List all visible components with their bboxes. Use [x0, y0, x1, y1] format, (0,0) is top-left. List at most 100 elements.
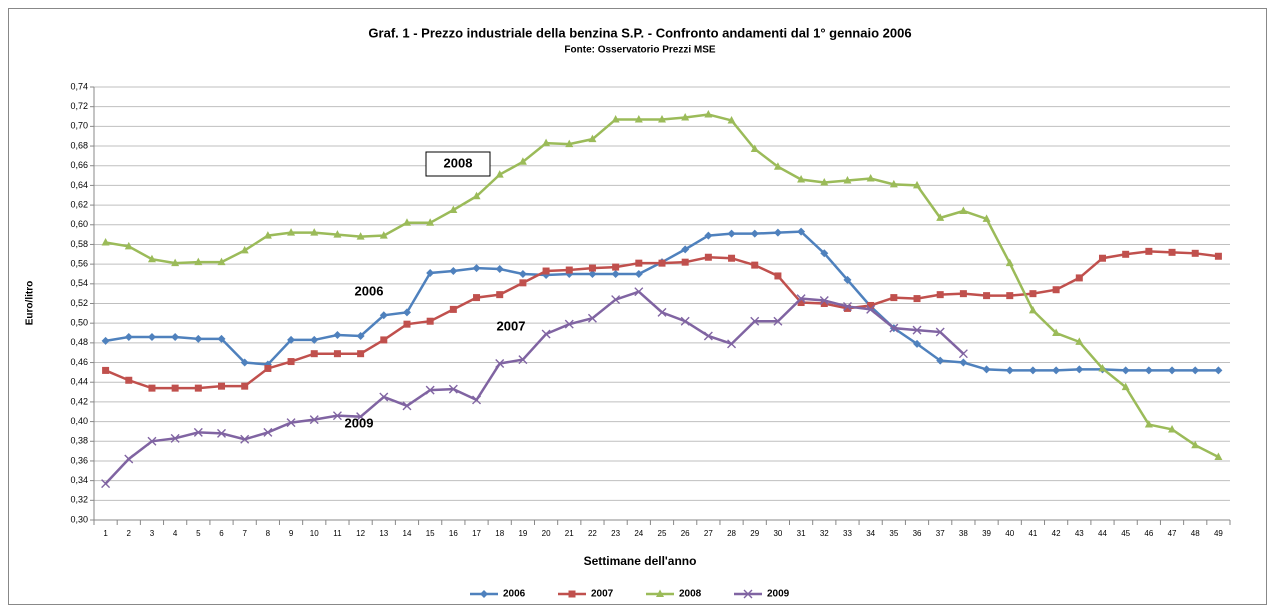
data-point: [124, 241, 133, 250]
data-point: [913, 180, 922, 189]
data-point: [611, 295, 621, 305]
data-point: [473, 294, 481, 302]
x-tick-label: 48: [1191, 529, 1200, 538]
data-point: [658, 259, 666, 267]
data-point: [1168, 366, 1177, 375]
data-point: [936, 356, 945, 365]
data-point: [959, 358, 968, 367]
annotation: 2008: [444, 155, 473, 170]
data-point: [751, 261, 759, 269]
data-point: [495, 359, 505, 369]
data-point: [426, 317, 434, 325]
y-tick-label: 0,60: [70, 219, 88, 229]
data-point: [449, 267, 458, 276]
y-tick-label: 0,48: [70, 337, 88, 347]
data-point: [565, 139, 574, 148]
data-point: [263, 427, 273, 437]
y-tick-label: 0,40: [70, 416, 88, 426]
data-point: [680, 316, 690, 326]
data-point: [703, 331, 713, 341]
data-point: [819, 296, 829, 306]
data-point: [1028, 366, 1037, 375]
x-tick-label: 24: [634, 529, 643, 538]
data-point: [727, 339, 737, 349]
y-axis-label: Euro/litro: [25, 281, 36, 325]
data-point: [101, 336, 110, 345]
data-point: [1191, 440, 1200, 449]
data-point: [194, 384, 202, 392]
data-point: [750, 144, 759, 152]
data-point: [704, 110, 713, 118]
data-point: [193, 427, 203, 437]
x-tick-label: 3: [150, 529, 155, 538]
x-tick-label: 28: [727, 529, 736, 538]
x-tick-label: 32: [820, 529, 829, 538]
x-tick-label: 27: [704, 529, 713, 538]
data-point: [1052, 286, 1060, 294]
x-tick-label: 45: [1121, 529, 1130, 538]
data-point: [1214, 366, 1223, 375]
y-tick-label: 0,56: [70, 259, 88, 269]
data-point: [147, 332, 156, 341]
y-tick-label: 0,46: [70, 357, 88, 367]
data-point: [472, 191, 481, 200]
data-point: [518, 269, 527, 278]
data-point: [332, 411, 342, 421]
data-point: [867, 301, 875, 309]
data-point: [148, 384, 156, 392]
data-point: [518, 355, 528, 365]
data-point: [171, 384, 179, 392]
data-point: [843, 175, 852, 184]
data-point: [1052, 366, 1061, 375]
x-tick-label: 7: [242, 529, 247, 538]
x-tick-label: 30: [773, 529, 782, 538]
chart-border: [8, 8, 1267, 605]
data-point: [240, 434, 250, 444]
data-point: [982, 365, 991, 374]
data-point: [612, 263, 620, 271]
data-point: [820, 177, 829, 186]
x-tick-label: 13: [379, 529, 388, 538]
data-point: [518, 157, 527, 165]
data-point: [101, 237, 110, 246]
data-point: [449, 205, 458, 214]
y-tick-label: 0,52: [70, 298, 88, 308]
x-tick-label: 14: [403, 529, 412, 538]
data-point: [1006, 292, 1014, 300]
y-tick-label: 0,64: [70, 180, 88, 190]
legend-marker: [480, 590, 488, 598]
data-point: [472, 264, 481, 273]
data-point: [1005, 258, 1014, 267]
data-point: [912, 325, 922, 335]
y-tick-label: 0,50: [70, 318, 88, 328]
legend-label: 2009: [767, 589, 790, 600]
data-point: [101, 479, 111, 489]
data-point: [380, 336, 388, 344]
y-tick-label: 0,38: [70, 436, 88, 446]
y-tick-label: 0,62: [70, 199, 88, 209]
data-point: [170, 433, 180, 443]
legend-label: 2008: [679, 589, 702, 600]
data-point: [750, 229, 759, 238]
x-tick-label: 38: [959, 529, 968, 538]
data-point: [843, 304, 851, 312]
data-point: [1122, 250, 1130, 258]
annotation: 2007: [497, 318, 526, 333]
data-point: [287, 228, 296, 236]
legend-marker: [743, 589, 753, 599]
x-tick-label: 35: [889, 529, 898, 538]
x-tick-label: 23: [611, 529, 620, 538]
data-point: [102, 366, 110, 374]
y-tick-label: 0,30: [70, 514, 88, 524]
x-tick-label: 47: [1168, 529, 1177, 538]
x-tick-label: 4: [173, 529, 178, 538]
data-point: [635, 259, 643, 267]
legend-label: 2007: [591, 589, 614, 600]
chart-subtitle: Fonte: Osservatorio Prezzi MSE: [564, 45, 715, 56]
data-point: [773, 228, 782, 237]
data-point: [959, 290, 967, 298]
data-point: [542, 138, 551, 147]
data-point: [843, 275, 852, 284]
data-point: [936, 213, 945, 221]
